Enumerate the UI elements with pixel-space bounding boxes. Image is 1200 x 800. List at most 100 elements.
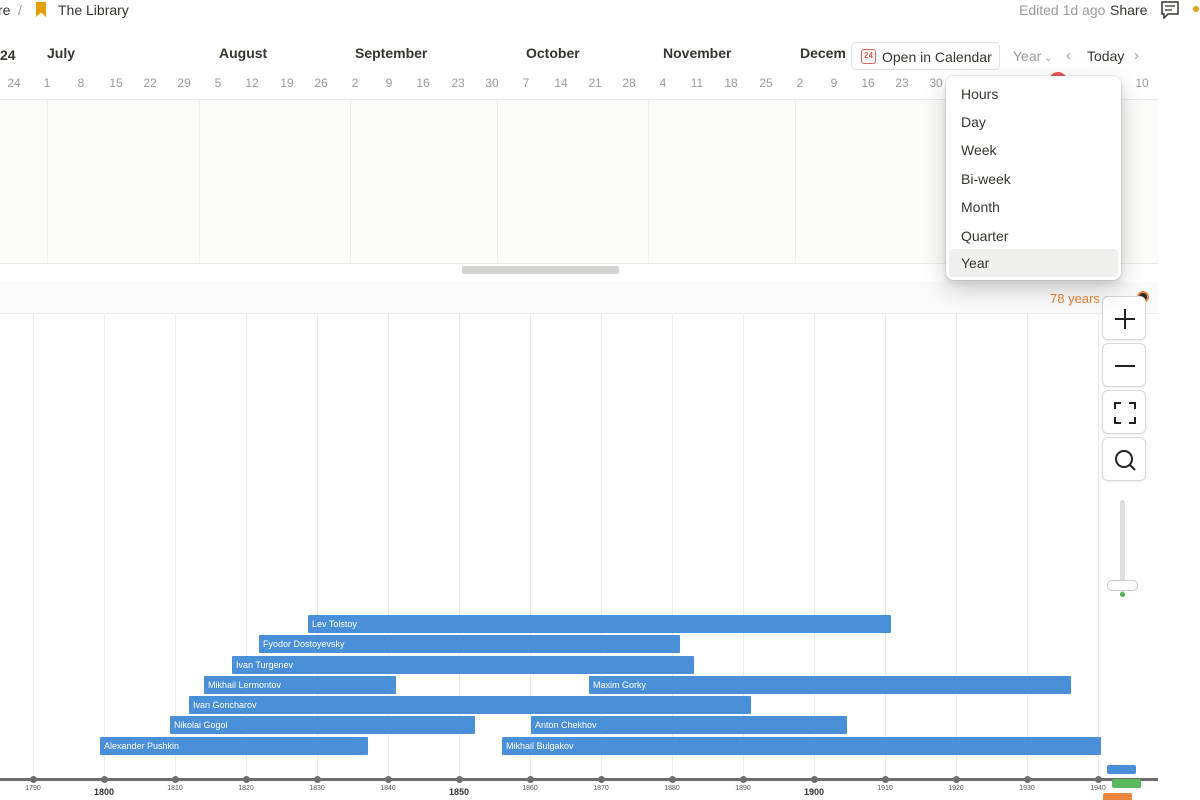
- timeline-bar[interactable]: Anton Chekhov: [531, 716, 847, 734]
- grid-line: [104, 314, 105, 776]
- timeline-bar[interactable]: Mikhail Lermontov: [204, 676, 396, 694]
- minus-icon: [1115, 365, 1135, 367]
- day-label: 28: [622, 76, 636, 90]
- zoom-slider-handle[interactable]: [1107, 580, 1138, 591]
- menu-item-hours[interactable]: Hours: [961, 86, 999, 102]
- timeline-bar[interactable]: Alexander Pushkin: [100, 737, 368, 755]
- day-label: 7: [522, 76, 530, 90]
- grid-line: [47, 100, 48, 264]
- grid-line: [33, 314, 34, 776]
- axis-label: 1810: [167, 785, 183, 792]
- axis-tick: [598, 776, 605, 783]
- axis-tick: [527, 776, 534, 783]
- axis-tick: [811, 776, 818, 783]
- grid-line: [1027, 314, 1028, 776]
- day-label: 22: [143, 76, 157, 90]
- day-label: 11: [690, 76, 704, 90]
- grid-line: [350, 100, 351, 264]
- timeline-bar[interactable]: Mikhail Bulgakov: [502, 737, 1101, 755]
- day-label: 12: [245, 76, 259, 90]
- timeline-bar[interactable]: Maxim Gorky: [589, 676, 1071, 694]
- axis-label: 1870: [593, 785, 609, 792]
- calendar-icon: 24: [861, 49, 876, 64]
- day-label: 29: [177, 76, 191, 90]
- view-select-value: Year: [1013, 48, 1042, 64]
- axis-tick: [1095, 776, 1102, 783]
- month-label: October: [526, 45, 580, 61]
- grid-line: [743, 314, 744, 776]
- timeline-bar[interactable]: Ivan Turgenev: [232, 656, 694, 674]
- day-label: 5: [214, 76, 222, 90]
- calendar-header: 24 July August September October November Dec…: [0, 40, 1158, 100]
- comment-icon[interactable]: [1160, 1, 1180, 19]
- zoom-slider-track[interactable]: [1120, 500, 1125, 592]
- page-title[interactable]: The Library: [58, 2, 129, 18]
- next-icon[interactable]: ›: [1134, 47, 1139, 64]
- expand-icon: [1114, 402, 1136, 424]
- today-button[interactable]: Today: [1087, 48, 1125, 64]
- menu-item-year[interactable]: Year: [949, 249, 1118, 277]
- month-label: November: [663, 45, 732, 61]
- day-label: 16: [861, 76, 875, 90]
- timeline-widget[interactable]: 78 years ago Lev Tolstoy Fyodor Dostoyev…: [0, 282, 1158, 800]
- minimap-band: [1103, 793, 1132, 800]
- timeline-bar[interactable]: Fyodor Dostoyevsky: [259, 635, 680, 653]
- grid-line: [388, 314, 389, 776]
- day-label: 23: [451, 76, 465, 90]
- chevron-down-icon: ⌄: [1044, 53, 1053, 64]
- day-label: 9: [385, 76, 393, 90]
- axis-label: 1790: [25, 785, 41, 792]
- month-label: August: [219, 45, 268, 61]
- menu-item-day[interactable]: Day: [961, 114, 986, 130]
- axis-label: 1860: [522, 785, 538, 792]
- axis-label: 1800: [93, 787, 115, 797]
- day-label: 30: [929, 76, 943, 90]
- day-label: 21: [588, 76, 602, 90]
- axis-label: 1820: [238, 785, 254, 792]
- edited-status: Edited 1d ago: [1019, 2, 1106, 18]
- axis-tick: [953, 776, 960, 783]
- grid-line: [199, 100, 200, 264]
- zoom-out-button[interactable]: [1102, 343, 1146, 387]
- menu-item-week[interactable]: Week: [961, 142, 997, 158]
- timeline-header-band: 78 years ago: [0, 282, 1158, 314]
- axis-label: 1900: [803, 787, 825, 797]
- grid-line: [497, 100, 498, 264]
- month-label: September: [355, 45, 428, 61]
- day-label: 1: [43, 76, 51, 90]
- share-button[interactable]: Share: [1110, 2, 1148, 18]
- view-select[interactable]: Year ⌄: [1013, 48, 1053, 64]
- grid-line: [175, 314, 176, 776]
- previous-icon[interactable]: ‹: [1066, 47, 1071, 64]
- day-label: 2: [351, 76, 359, 90]
- zoom-in-button[interactable]: [1102, 296, 1146, 340]
- grid-line: [459, 314, 460, 776]
- year-label: 24: [0, 47, 16, 63]
- timeline-bar[interactable]: Lev Tolstoy: [308, 615, 891, 633]
- axis-label: 1830: [309, 785, 325, 792]
- menu-item-bi-week[interactable]: Bi-week: [961, 171, 1011, 187]
- plus-icon: [1115, 309, 1135, 329]
- grid-line: [1098, 314, 1099, 776]
- day-label: 30: [485, 76, 499, 90]
- notification-dot: [1193, 6, 1199, 12]
- axis-tick: [172, 776, 179, 783]
- axis-tick: [740, 776, 747, 783]
- timeline-bar[interactable]: Nikolai Gogol: [170, 716, 475, 734]
- axis-tick: [669, 776, 676, 783]
- breadcrumb-parent[interactable]: re: [0, 2, 11, 18]
- timeline-bar[interactable]: Ivan Goncharov: [189, 696, 751, 714]
- grid-line: [648, 100, 649, 264]
- bookmark-icon: [36, 2, 46, 17]
- menu-item-month[interactable]: Month: [961, 199, 1000, 215]
- day-label: 26: [314, 76, 328, 90]
- day-label: 19: [280, 76, 294, 90]
- grid-line: [672, 314, 673, 776]
- open-in-calendar-button[interactable]: 24 Open in Calendar: [851, 42, 1000, 70]
- menu-item-quarter[interactable]: Quarter: [961, 228, 1009, 244]
- search-button[interactable]: [1102, 437, 1146, 481]
- scrollbar-thumb[interactable]: [462, 266, 619, 274]
- top-bar: re / The Library Edited 1d ago Share: [0, 0, 1200, 22]
- fit-to-screen-button[interactable]: [1102, 390, 1146, 434]
